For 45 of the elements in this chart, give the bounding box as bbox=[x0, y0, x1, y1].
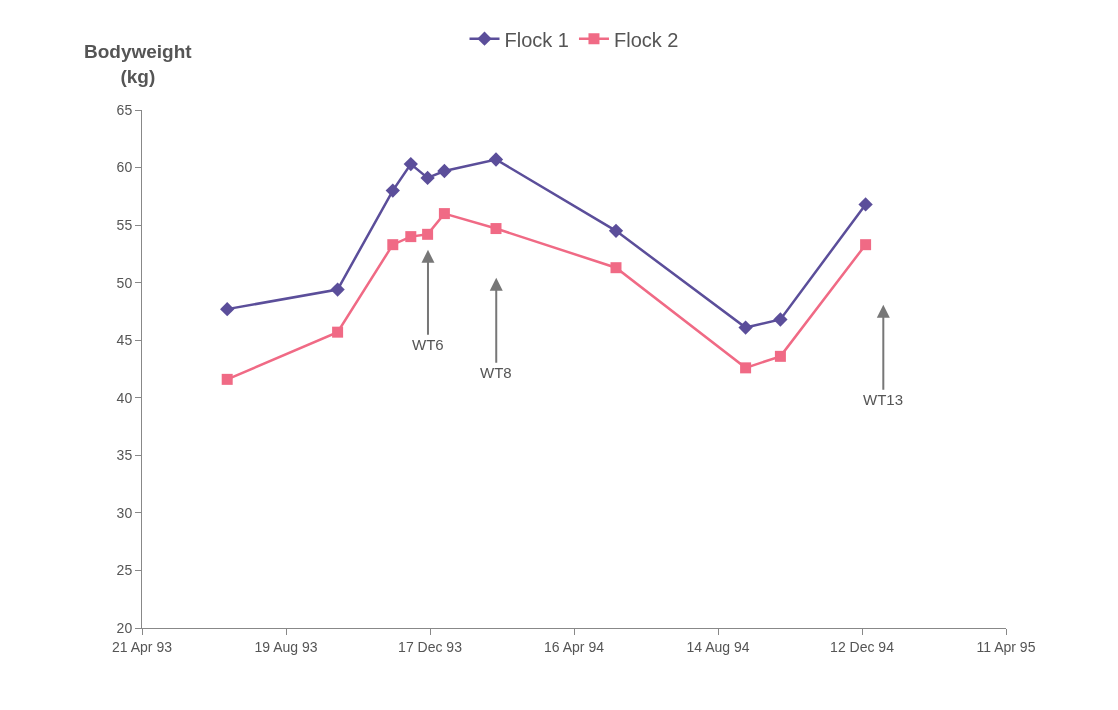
point bbox=[405, 231, 417, 243]
point bbox=[608, 223, 624, 239]
point bbox=[774, 350, 786, 362]
point bbox=[403, 156, 418, 172]
y-tick-label: 35 bbox=[116, 447, 133, 464]
x-tick-label: 19 Aug 93 bbox=[254, 638, 318, 655]
y-tick-label: 40 bbox=[116, 389, 133, 406]
point bbox=[422, 228, 434, 240]
point bbox=[332, 326, 344, 338]
point bbox=[437, 163, 452, 179]
y-tick-label: 55 bbox=[116, 217, 133, 234]
point bbox=[858, 197, 873, 212]
annotation: WT6 bbox=[412, 336, 444, 353]
point bbox=[438, 208, 450, 220]
point bbox=[420, 170, 435, 186]
x-tick-label: 17 Dec 93 bbox=[398, 638, 463, 655]
y-axis-title: Bodyweight (kg) bbox=[84, 41, 193, 87]
y-tick-label: 50 bbox=[116, 274, 133, 291]
y-tick-label: 30 bbox=[116, 504, 133, 521]
point bbox=[221, 373, 233, 385]
point bbox=[330, 282, 345, 297]
point bbox=[773, 312, 788, 327]
point bbox=[387, 239, 399, 251]
x-tick-label: 21 Apr 93 bbox=[112, 638, 173, 655]
y-tick-label: 20 bbox=[116, 619, 133, 636]
legend-label: Flock 2 bbox=[613, 28, 679, 51]
y-tick-label: 25 bbox=[116, 562, 133, 579]
y-tick-label: 45 bbox=[116, 332, 133, 349]
annotation: WT8 bbox=[480, 364, 512, 381]
point bbox=[385, 183, 400, 198]
point bbox=[490, 223, 502, 235]
point bbox=[488, 152, 504, 167]
legend-label: Flock 1 bbox=[504, 28, 569, 51]
x-tick-label: 11 Apr 95 bbox=[976, 638, 1036, 655]
x-tick-label: 14 Aug 94 bbox=[686, 638, 750, 655]
point bbox=[860, 239, 872, 251]
y-tick-label: 65 bbox=[116, 101, 133, 118]
point bbox=[740, 362, 752, 374]
y-tick-label: 60 bbox=[116, 159, 133, 176]
point bbox=[220, 301, 235, 317]
x-tick-label: 12 Dec 94 bbox=[830, 638, 895, 655]
annotation: WT13 bbox=[863, 391, 904, 408]
point bbox=[738, 320, 753, 335]
x-tick-label: 16 Apr 94 bbox=[544, 638, 605, 655]
point bbox=[610, 262, 622, 274]
